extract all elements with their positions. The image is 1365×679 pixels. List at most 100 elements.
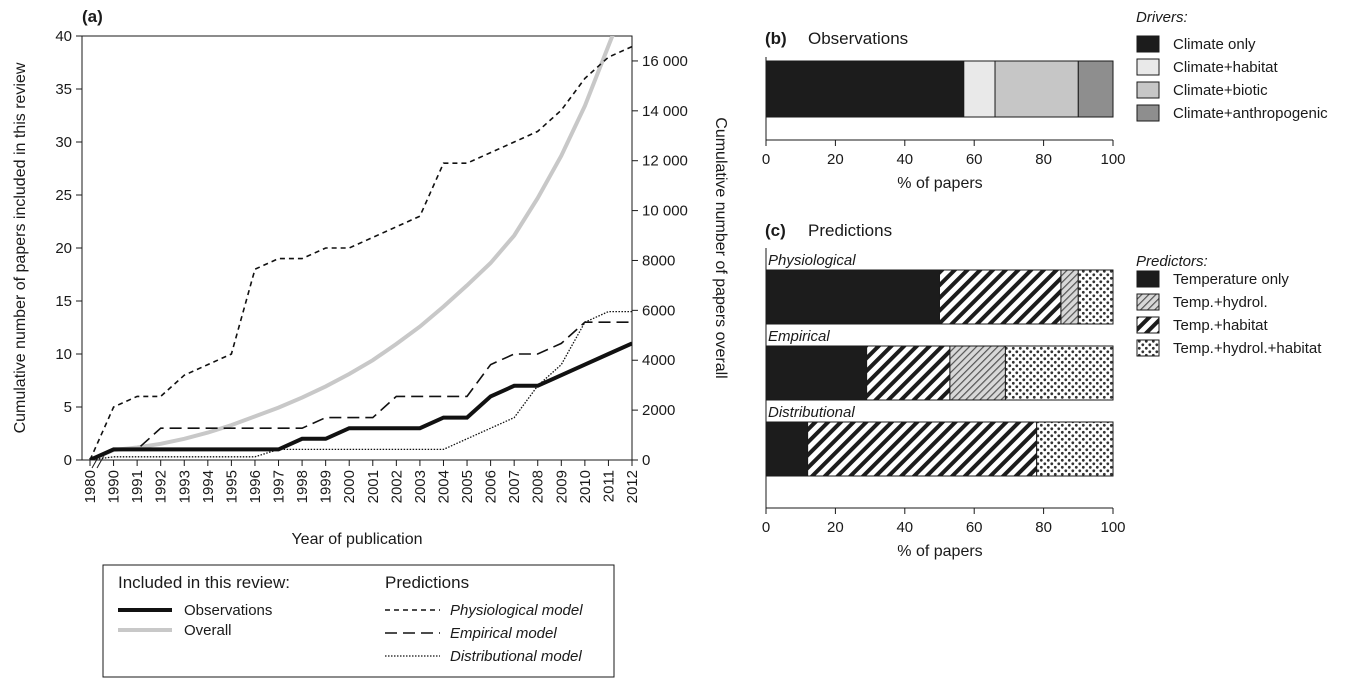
- x-tick-label: 1991: [129, 470, 146, 503]
- bar-segment-temp-habitat: [866, 345, 951, 401]
- y2-tick-label: 8000: [642, 252, 675, 269]
- y-tick-label: 0: [64, 452, 72, 469]
- x-tick-label: 1993: [176, 470, 193, 503]
- panel-c-bars: Physiological Empirical Distributional: [765, 252, 1114, 477]
- panel-b-legend: Climate only Climate+habitat Climate+bioti…: [1136, 35, 1328, 122]
- legend-label: Temp.+habitat: [1173, 317, 1268, 334]
- row-label: Distributional: [768, 404, 855, 421]
- y2-tick-label: 10 000: [642, 203, 688, 220]
- x-tick-label: 2006: [483, 470, 500, 503]
- x-tick-label: 2012: [624, 470, 641, 503]
- legend-label: Climate+anthropogenic: [1173, 105, 1328, 122]
- x-tick-label: 1992: [153, 470, 170, 503]
- y2-tick-label: 16 000: [642, 53, 688, 70]
- x-tick-label: 80: [1035, 151, 1052, 168]
- panel-a-series: [89, 36, 632, 460]
- legend-label: Climate+biotic: [1173, 82, 1268, 99]
- bar-segment-temp-hydrol-: [1060, 269, 1079, 325]
- panel-c-x-axis: 0 20 40 60 80 100: [762, 248, 1126, 536]
- series-line-observations: [89, 341, 632, 460]
- legend-swatch: [1136, 35, 1160, 53]
- x-tick-label: 80: [1035, 519, 1052, 536]
- y2-tick-label: 12 000: [642, 153, 688, 170]
- bar-segment-climate-biotic: [994, 60, 1079, 118]
- legend-predictions-title: Predictions: [385, 573, 469, 592]
- panel-c-legend: Temperature only Temp.+hydrol. Temp.+habit…: [1136, 270, 1322, 357]
- x-tick-label: 2000: [341, 470, 358, 503]
- legend-label: Temp.+hydrol.: [1173, 294, 1268, 311]
- x-tick-label: 100: [1100, 151, 1125, 168]
- y-tick-label: 10: [55, 346, 72, 363]
- x-tick-label: 60: [966, 151, 983, 168]
- x-tick-label: 2004: [435, 470, 452, 503]
- y2-tick-label: 14 000: [642, 103, 688, 120]
- panel-c-label: (c): [765, 221, 786, 240]
- x-tick-label: 1994: [200, 470, 217, 503]
- series-line-distributional-model: [89, 310, 632, 460]
- bar-segment-temp-habitat: [939, 269, 1062, 325]
- y-tick-label: 5: [64, 399, 72, 416]
- x-tick-label: 40: [896, 519, 913, 536]
- panel-b-label: (b): [765, 29, 787, 48]
- x-tick-label: 2010: [577, 470, 594, 503]
- bar-segment-temperature-only: [765, 421, 809, 477]
- panel-c: (c) Predictions Physiological Empirical Di…: [762, 221, 1322, 560]
- legend-included-title: Included in this review:: [118, 573, 290, 592]
- panel-c-title: Predictions: [808, 221, 892, 240]
- y-axis-title: Cumulative number of papers included in …: [12, 62, 29, 433]
- x-tick-label: 20: [827, 151, 844, 168]
- y2-tick-label: 2000: [642, 402, 675, 419]
- legend-label-overall: Overall: [184, 622, 232, 639]
- x-tick-label: 1990: [106, 470, 123, 503]
- x-tick-label: 1996: [247, 470, 264, 503]
- x-tick-label: 2002: [388, 470, 405, 503]
- row-label: Physiological: [768, 252, 856, 269]
- x-tick-label: 2005: [459, 470, 476, 503]
- legend-swatch: [1136, 58, 1160, 76]
- x-tick-label: 2009: [553, 470, 570, 503]
- y-tick-label: 35: [55, 81, 72, 98]
- x-tick-label: 1997: [271, 470, 288, 503]
- legend-label: Climate only: [1173, 36, 1256, 53]
- x-tick-label: 2008: [530, 470, 547, 503]
- x-axis-title: Year of publication: [291, 531, 422, 548]
- panel-b: (b) Observations 0 20 40 60 80 100 % of paper…: [762, 9, 1328, 192]
- y2-axis-title: Cumulative number of papers overall: [712, 117, 729, 378]
- x-tick-label: 60: [966, 519, 983, 536]
- panel-b-x-axis: 0 20 40 60 80 100: [762, 57, 1126, 168]
- legend-label-observations: Observations: [184, 602, 272, 619]
- legend-swatch: [1136, 270, 1160, 288]
- y-tick-label: 20: [55, 240, 72, 257]
- panel-a-axes: 0 5 10 15 20 25 30 35 40 0 2000 4000 6000 8000 10 000 1…: [55, 28, 688, 503]
- panel-b-bars: [765, 60, 1114, 118]
- bar-segment-temperature-only: [765, 269, 940, 325]
- x-tick-label: 1998: [294, 470, 311, 503]
- legend-label: Temperature only: [1173, 271, 1289, 288]
- panel-a-label: (a): [82, 7, 103, 26]
- legend-swatch: [1136, 104, 1160, 122]
- y-tick-label: 30: [55, 134, 72, 151]
- y-tick-label: 40: [55, 28, 72, 45]
- legend-label: Temp.+hydrol.+habitat: [1173, 340, 1322, 357]
- bar-segment-climate-habitat: [963, 60, 996, 118]
- x-tick-label: 0: [762, 151, 770, 168]
- row-label: Empirical: [768, 328, 830, 345]
- legend-label-physiological: Physiological model: [450, 602, 583, 619]
- y-tick-label: 25: [55, 187, 72, 204]
- panel-c-legend-title: Predictors:: [1136, 253, 1208, 270]
- x-tick-label: 1980: [82, 470, 99, 503]
- bar-segment-climate-only: [765, 60, 965, 118]
- x-tick-label: 0: [762, 519, 770, 536]
- panel-b-legend-title: Drivers:: [1136, 9, 1188, 26]
- legend-label-empirical: Empirical model: [450, 625, 557, 642]
- x-tick-label: 2007: [506, 470, 523, 503]
- legend-label: Climate+habitat: [1173, 59, 1278, 76]
- x-tick-label: 1999: [318, 470, 335, 503]
- legend-frame: [102, 564, 615, 678]
- line-legend: Included in this review: Predictions Obs…: [102, 564, 615, 678]
- bar-segment-temp-habitat: [807, 421, 1038, 477]
- legend-label-distributional: Distributional model: [450, 648, 582, 665]
- bar-segment-temp-hydrol-habitat: [1036, 421, 1114, 477]
- y2-tick-label: 0: [642, 452, 650, 469]
